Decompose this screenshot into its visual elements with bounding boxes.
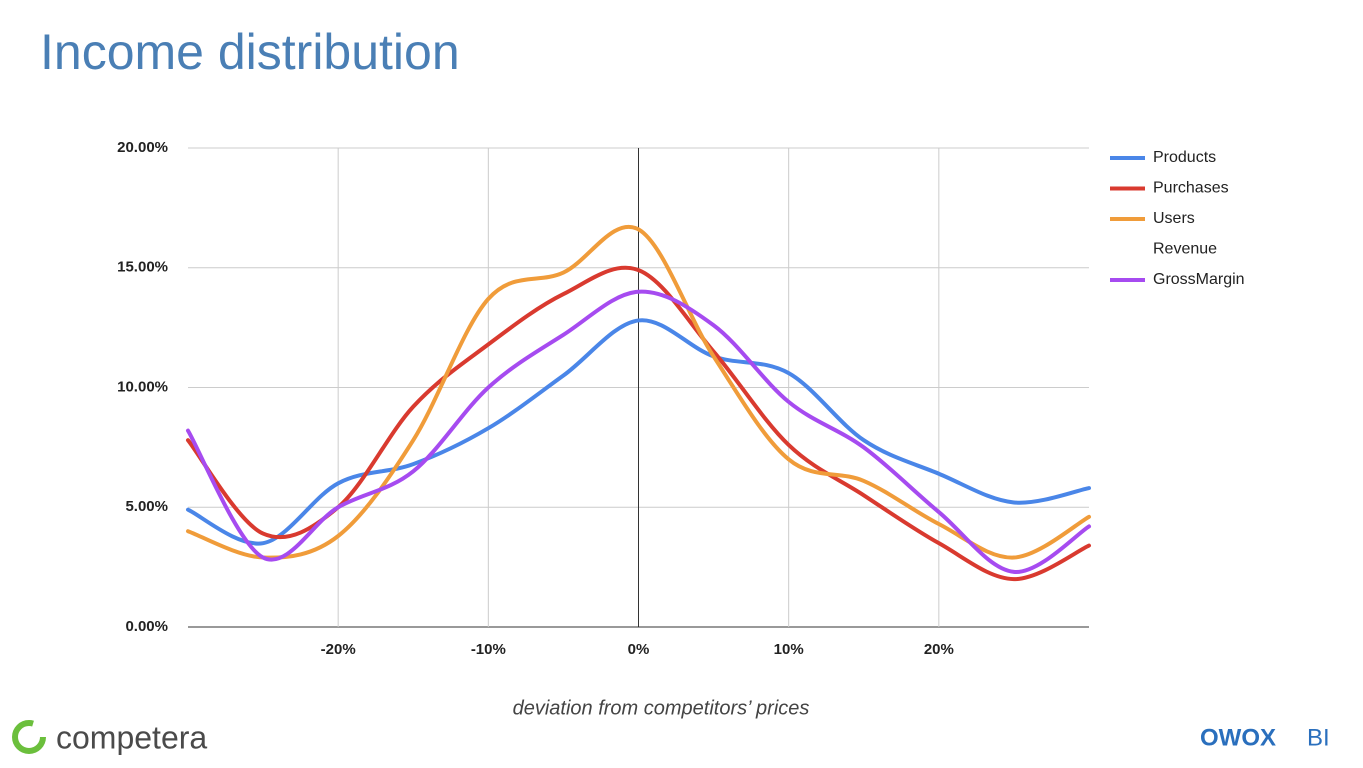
logo-text: OWOX — [1200, 724, 1276, 751]
legend-label: Purchases — [1153, 180, 1229, 197]
owox-logo: OWOX BI — [1200, 724, 1330, 751]
legend-label: Revenue — [1153, 241, 1217, 258]
x-tick-label: 0% — [628, 641, 650, 658]
series-line — [186, 225, 1091, 560]
logo-text: BI — [1307, 724, 1330, 751]
y-tick-label: 15.00% — [117, 259, 168, 276]
x-tick-label: 20% — [924, 641, 954, 658]
x-tick-label: -20% — [321, 641, 356, 658]
logo-icon — [12, 720, 46, 754]
series-line — [186, 289, 1091, 574]
x-tick-label: -10% — [471, 641, 506, 658]
x-tick-label: 10% — [774, 641, 804, 658]
plot: 0.00% 5.00% 10.00% 15.00% 20.00% -20% -10% 0% 10… — [117, 139, 1244, 658]
competera-logo: competera — [12, 719, 207, 755]
slide-title: Income distribution — [40, 24, 460, 80]
y-tick-label: 5.00% — [125, 498, 168, 515]
series-line — [186, 318, 1091, 546]
legend-label: GrossMargin — [1153, 271, 1245, 288]
logo-text: competera — [56, 719, 207, 755]
y-tick-label: 10.00% — [117, 378, 168, 395]
legend-label: Products — [1153, 149, 1216, 166]
y-tick-label: 0.00% — [125, 618, 168, 635]
legend-label: Users — [1153, 210, 1195, 227]
x-axis-label: deviation from competitors’ prices — [513, 697, 810, 719]
y-tick-label: 20.00% — [117, 139, 168, 156]
